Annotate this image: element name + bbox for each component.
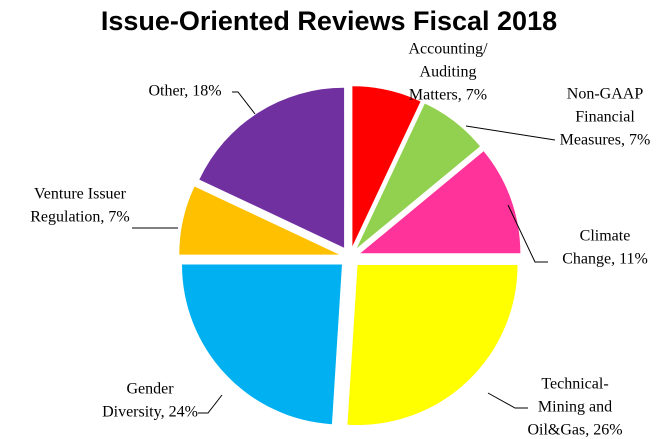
leader-line xyxy=(465,125,556,141)
slice-label: Technical- xyxy=(541,376,608,393)
pie-slice xyxy=(360,151,521,254)
leader-line xyxy=(487,392,528,409)
slice-label: Change, 11% xyxy=(562,251,648,268)
leader-line xyxy=(507,204,548,263)
slice-label: Measures, 7% xyxy=(560,132,651,149)
pie-slice xyxy=(179,186,340,255)
pie-slice xyxy=(181,264,342,425)
slice-label: Diversity, 24% xyxy=(102,404,198,421)
leader-line xyxy=(198,394,223,414)
slice-label: Venture Issuer xyxy=(34,186,127,203)
slice-label: Climate xyxy=(580,228,631,245)
slice-label: Financial xyxy=(575,109,635,126)
slice-label: Auditing xyxy=(420,64,477,81)
pie-slice xyxy=(347,265,518,426)
slice-label: Accounting/ xyxy=(408,41,488,58)
slice-label: Oil&Gas, 26% xyxy=(527,422,622,439)
chart-title: Issue-Oriented Reviews Fiscal 2018 xyxy=(101,6,557,36)
pie-slice xyxy=(352,86,421,247)
leader-line xyxy=(232,91,256,115)
slice-label: Matters, 7% xyxy=(409,87,487,104)
slice-label: Regulation, 7% xyxy=(30,209,130,226)
slice-label: Non-GAAP xyxy=(567,86,644,103)
slice-label: Other, 18% xyxy=(148,83,221,100)
slice-label: Mining and xyxy=(538,399,612,416)
slice-label: Gender xyxy=(126,381,174,398)
pie-slice xyxy=(356,103,481,249)
pie-slice xyxy=(199,87,345,248)
